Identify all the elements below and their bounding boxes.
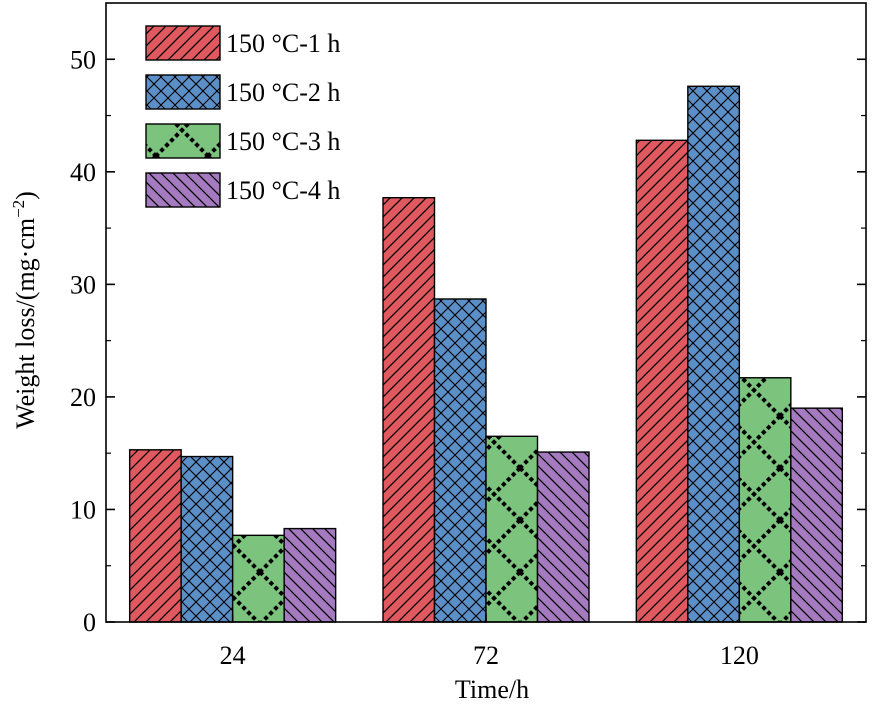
legend: 150 °C-1 h 150 °C-2 h 150 °C-3 h 150 °C-4 h — [145, 25, 340, 208]
legend-label: 150 °C-4 h — [226, 176, 340, 205]
y-axis-title: Weight loss/(mg·cm−2) — [9, 191, 40, 429]
y-tick-label: 50 — [70, 45, 96, 74]
legend-label: 150 °C-2 h — [226, 78, 340, 107]
bar-pattern-overlay — [536, 451, 590, 623]
legend-label: 150 °C-3 h — [226, 127, 340, 156]
legend-swatch-pattern — [145, 25, 221, 61]
bar-pattern-overlay — [433, 298, 487, 623]
x-axis-title: Time/h — [455, 675, 529, 704]
y-tick-label: 20 — [70, 383, 96, 412]
bars-group — [128, 85, 844, 623]
bar-pattern-overlay — [485, 435, 539, 623]
y-tick-label: 30 — [70, 270, 96, 299]
legend-swatch-pattern — [145, 172, 221, 208]
y-axis-title-suffix: ) — [11, 191, 40, 200]
bar-pattern-overlay — [180, 455, 234, 623]
legend-label: 150 °C-1 h — [226, 29, 340, 58]
axes-group: 0 10 20 30 40 50 24 72 120 — [70, 2, 867, 670]
y-tick-label: 40 — [70, 158, 96, 187]
x-tick-label: 24 — [220, 641, 246, 670]
bar-pattern-overlay — [635, 139, 689, 623]
bar-pattern-overlay — [283, 527, 337, 623]
bar-pattern-overlay — [790, 407, 844, 623]
y-axis-title-main: Weight loss/(mg·cm — [11, 218, 40, 429]
x-tick-label: 120 — [720, 641, 759, 670]
bar-pattern-overlay — [687, 85, 741, 623]
x-tick-label: 72 — [473, 641, 499, 670]
y-tick-label: 10 — [70, 495, 96, 524]
legend-swatch-pattern — [145, 123, 221, 159]
bar-pattern-overlay — [382, 197, 436, 623]
y-axis-title-superscript: −2 — [9, 200, 28, 218]
y-tick-label: 0 — [83, 608, 96, 637]
legend-swatch-pattern — [145, 74, 221, 110]
bar-pattern-overlay — [738, 377, 792, 623]
bar-pattern-overlay — [128, 449, 182, 623]
bar-pattern-overlay — [231, 534, 285, 623]
